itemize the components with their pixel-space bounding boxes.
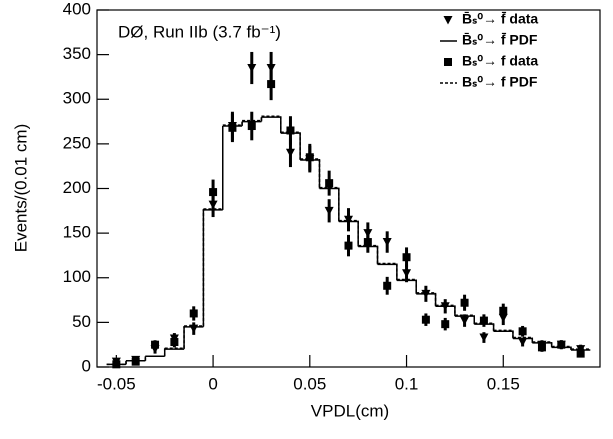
data-marker [209,188,218,197]
data-marker [112,360,121,369]
y-tick-label: 0 [82,356,91,375]
data-marker [421,315,430,324]
legend-marker [443,16,453,25]
data-marker [170,338,179,347]
legend-label: Bₛ⁰→ f data [462,53,538,69]
y-tick-label: 400 [63,0,91,18]
data-marker [460,298,469,307]
data-marker [189,309,198,318]
x-tick-label: 0.15 [487,374,520,393]
data-marker [479,316,488,325]
data-marker [402,253,411,262]
x-tick-label: 0.05 [293,374,326,393]
y-tick-label: 150 [63,223,91,242]
data-marker [479,333,489,343]
data-marker [557,340,566,349]
y-axis-title: Events/(0.01 cm) [11,124,30,253]
data-marker [344,215,353,225]
data-marker [285,148,295,158]
data-marker [324,206,334,216]
y-tick-label: 100 [63,267,91,286]
x-tick-label: 0 [208,374,217,393]
data-marker [267,80,276,89]
data-marker [537,343,546,352]
data-marker [151,340,160,349]
x-tick-label: 0.1 [395,374,419,393]
data-marker [498,313,508,323]
data-marker [576,349,585,358]
legend-marker [444,58,452,66]
y-tick-label: 300 [63,89,91,108]
legend-label: B̄ₛ⁰→ f̄ data [462,10,538,27]
x-tick-label: -0.05 [97,374,136,393]
data-marker [518,327,527,336]
data-marker [383,281,392,290]
data-marker [208,200,218,210]
data-marker [402,269,412,278]
y-tick-label: 50 [72,312,91,331]
legend-label: B̄ₛ⁰→ f̄ PDF [462,31,538,48]
data-marker [382,238,392,247]
data-marker [131,357,140,366]
data-marker [460,316,470,326]
y-tick-label: 250 [63,133,91,152]
data-marker [305,153,314,162]
data-marker [518,338,528,347]
legend-label: Bₛ⁰→ f PDF [462,74,538,90]
y-tick-label: 200 [63,178,91,197]
data-marker [247,64,257,73]
annotation: DØ, Run IIb (3.7 fb⁻¹) [118,22,281,41]
data-marker [441,320,450,329]
data-marker [247,122,256,131]
y-tick-label: 350 [63,44,91,63]
data-marker [325,179,334,188]
data-marker [499,306,508,315]
x-axis-title: VPDL(cm) [311,401,389,420]
data-marker [228,123,237,132]
data-marker [286,126,295,135]
data-marker [344,241,353,250]
data-marker [363,238,372,247]
